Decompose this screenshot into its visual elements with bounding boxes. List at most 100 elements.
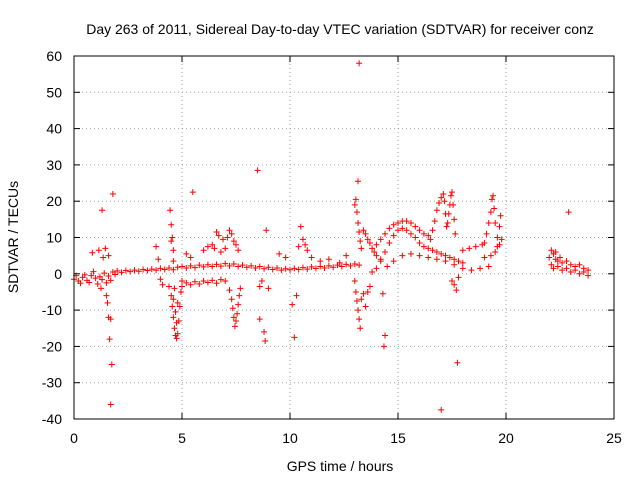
data-point	[330, 264, 337, 271]
data-point	[135, 268, 142, 275]
data-point	[293, 292, 300, 299]
data-point	[416, 227, 423, 234]
data-point	[431, 218, 438, 225]
data-point	[325, 256, 332, 263]
data-point	[481, 254, 488, 261]
data-point	[357, 325, 364, 332]
data-point	[98, 285, 104, 292]
data-point	[222, 245, 229, 252]
data-point	[497, 212, 504, 219]
data-point	[166, 283, 173, 290]
data-point	[291, 334, 298, 341]
data-point	[390, 221, 397, 228]
data-point	[157, 276, 164, 283]
data-point	[200, 278, 207, 285]
data-point	[248, 262, 255, 269]
data-point	[483, 230, 490, 237]
data-point	[265, 264, 272, 271]
data-point	[466, 245, 473, 252]
data-point	[382, 230, 389, 237]
data-point	[343, 261, 350, 268]
data-point	[295, 243, 302, 250]
data-point	[442, 252, 449, 259]
data-point	[235, 301, 242, 308]
data-point	[362, 303, 369, 310]
y-tick-label: 10	[46, 230, 62, 246]
data-point	[576, 261, 583, 268]
data-point	[127, 268, 134, 275]
data-point	[438, 194, 445, 201]
data-point	[446, 254, 453, 261]
data-point	[425, 245, 432, 252]
data-point	[196, 280, 203, 287]
data-point	[106, 336, 113, 343]
data-point	[488, 196, 495, 203]
data-point	[224, 234, 231, 241]
data-point	[148, 266, 155, 273]
data-point	[170, 258, 177, 265]
data-point	[174, 330, 181, 337]
data-point	[440, 190, 447, 197]
data-series	[71, 60, 592, 413]
data-point	[492, 249, 499, 256]
data-point	[261, 328, 268, 335]
data-point	[89, 249, 96, 256]
data-point	[548, 261, 555, 268]
data-point	[425, 232, 432, 239]
data-point	[554, 258, 561, 265]
data-point	[438, 406, 445, 413]
data-point	[343, 252, 350, 259]
data-point	[107, 316, 114, 323]
data-point	[187, 254, 194, 261]
data-point	[444, 219, 451, 226]
data-point	[585, 267, 592, 274]
data-point	[289, 301, 296, 308]
data-point	[94, 280, 101, 287]
data-point	[105, 252, 112, 259]
data-point	[258, 278, 265, 285]
data-point	[441, 198, 448, 205]
data-point	[550, 265, 557, 272]
data-point	[325, 262, 332, 269]
data-point	[236, 292, 243, 299]
data-point	[101, 270, 108, 277]
data-point	[173, 319, 180, 326]
data-point	[170, 266, 177, 273]
data-point	[114, 267, 121, 274]
data-point	[356, 60, 363, 67]
data-point	[209, 277, 216, 284]
data-point	[176, 303, 183, 310]
data-point	[321, 264, 328, 271]
data-point	[211, 245, 218, 252]
data-point	[217, 249, 224, 256]
x-tick-label: 0	[70, 430, 78, 446]
data-point	[168, 292, 175, 299]
data-point	[373, 241, 380, 248]
data-point	[81, 271, 88, 278]
data-point	[373, 265, 380, 272]
data-point	[485, 263, 492, 270]
data-point	[382, 249, 389, 256]
data-point	[567, 268, 574, 275]
data-point	[317, 263, 324, 270]
data-point	[366, 283, 373, 290]
data-point	[217, 276, 224, 283]
data-point	[452, 230, 459, 237]
data-point	[548, 247, 555, 254]
data-point	[104, 299, 111, 306]
data-point	[472, 243, 479, 250]
data-point	[459, 247, 466, 254]
data-point	[395, 227, 401, 234]
data-point	[380, 343, 387, 350]
data-point	[438, 250, 445, 257]
data-point	[228, 230, 235, 237]
data-point	[576, 270, 583, 277]
data-point	[352, 288, 359, 295]
data-point	[302, 241, 309, 248]
data-point	[103, 292, 110, 299]
data-point	[282, 265, 289, 272]
data-point	[379, 290, 386, 297]
data-point	[407, 250, 414, 257]
data-point	[237, 285, 244, 292]
